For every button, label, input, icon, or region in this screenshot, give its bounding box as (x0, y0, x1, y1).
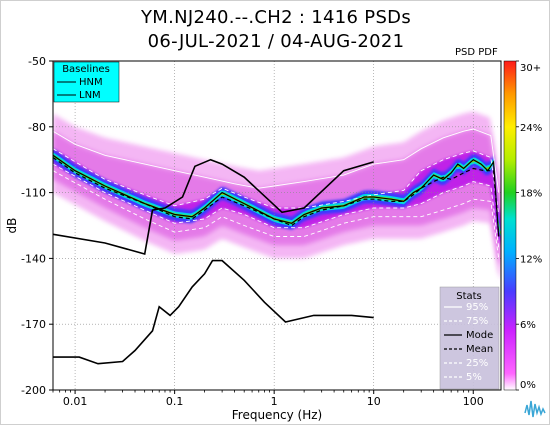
stats-legend-label: 25% (466, 358, 488, 369)
colorbar-tick-label: 24% (520, 123, 542, 134)
colorbar-tick-label: 0% (520, 380, 536, 391)
baselines-legend: Baselines HNM LNM (53, 61, 120, 103)
chart-title-line2: 06-JUL-2021 / 04-AUG-2021 (147, 31, 405, 52)
x-tick-label: 10 (367, 395, 381, 408)
stats-legend-label: 5% (466, 372, 482, 383)
colorbar-gradient (503, 60, 517, 391)
legend-lnm-label: LNM (79, 90, 101, 101)
x-axis-label: Frequency (Hz) (232, 408, 323, 422)
baselines-legend-title: Baselines (62, 64, 110, 75)
y-tick-label: -110 (21, 187, 46, 200)
legend-hnm-label: HNM (79, 77, 103, 88)
colorbar: 0% 6% 12% 18% 24% 30+ (503, 60, 542, 391)
stats-legend-title: Stats (456, 291, 482, 302)
series-lines (53, 128, 500, 365)
series-line-75pct (53, 148, 500, 215)
colorbar-tick-label: 6% (520, 320, 536, 331)
y-tick-label: -50 (28, 55, 46, 68)
stats-legend-label: 95% (466, 302, 488, 313)
density-light (53, 129, 501, 268)
stats-legend-label: Mode (466, 330, 493, 341)
x-tick-label: 0.1 (166, 395, 184, 408)
stats-legend-label: Mean (466, 344, 493, 355)
x-tick-label: 1 (271, 395, 278, 408)
stats-legend-label: 75% (466, 316, 488, 327)
psd-pdf-label: PSD PDF (455, 47, 498, 58)
logo-icon (524, 400, 546, 418)
series-line-hnm (53, 158, 374, 256)
psd-density-layer (53, 111, 501, 281)
series-line-mode (53, 154, 500, 237)
y-tick-label: -140 (21, 252, 46, 265)
plot-frame (52, 60, 502, 391)
stats-legend: Stats 95% 75% Mode Mean 25% 5% (439, 286, 500, 390)
grid (53, 60, 501, 391)
y-tick-label: -170 (21, 318, 46, 331)
colorbar-tick-label: 18% (520, 189, 542, 200)
colorbar-tick-label: 30+ (520, 63, 541, 74)
y-tick-label: -80 (28, 121, 46, 134)
axes: -50 -80 -110 -140 -170 -200 0.01 0.1 1 10 100 Frequ… (5, 55, 484, 422)
series-line-95pct (53, 128, 500, 193)
y-axis-label: dB (5, 218, 19, 234)
stats-legend-bg (439, 286, 500, 390)
series-line-25pct (53, 163, 500, 248)
series-line-mean (53, 157, 500, 237)
chart-title-line1: YM.NJ240.--.CH2 : 1416 PSDs (140, 7, 412, 28)
x-tick-label: 100 (463, 395, 484, 408)
colorbar-tick-label: 12% (520, 254, 542, 265)
series-line-lnm (53, 259, 374, 365)
x-tick-label: 0.01 (63, 395, 88, 408)
y-tick-label: -200 (21, 384, 46, 397)
